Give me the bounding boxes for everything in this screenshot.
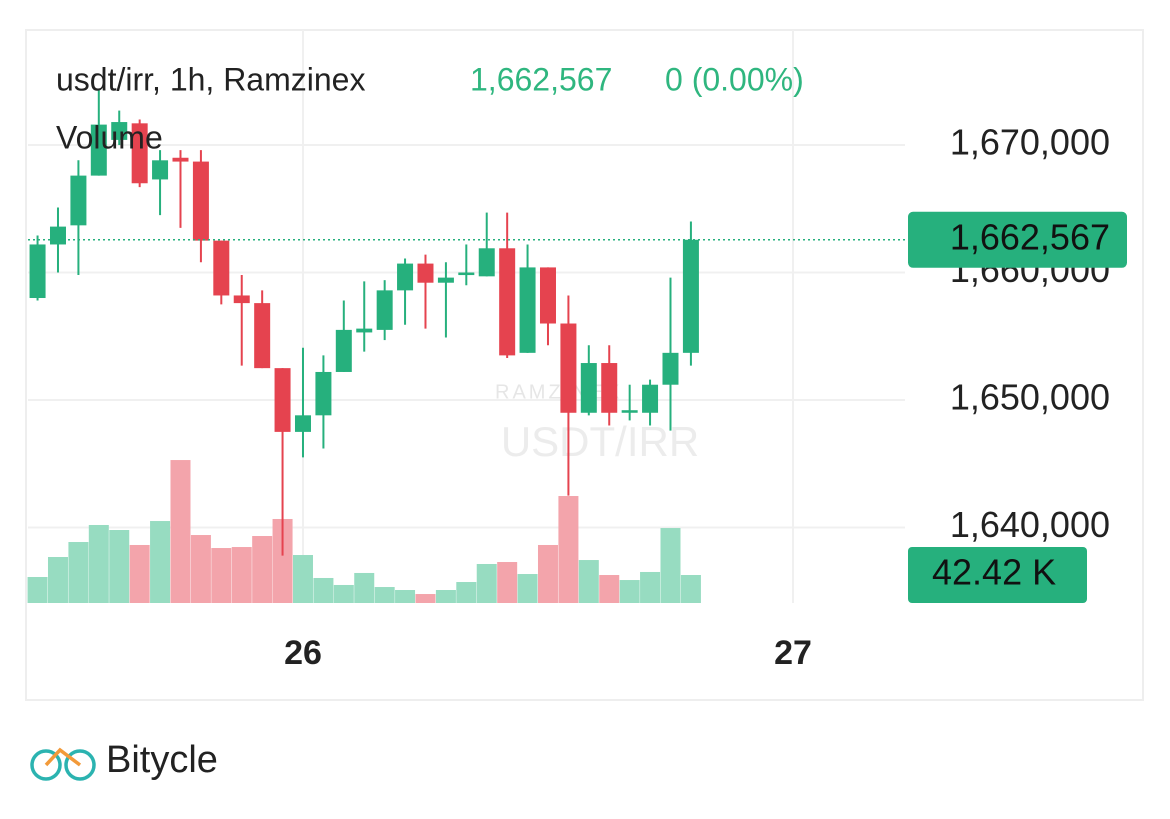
volume-bar — [435, 589, 456, 603]
volume-bar — [129, 544, 150, 603]
candle-body — [519, 267, 536, 353]
candle-body — [621, 410, 638, 413]
logo-frame — [44, 747, 82, 767]
volume-bar — [476, 563, 497, 603]
volume-label-box — [908, 547, 1087, 604]
candle-body — [233, 295, 250, 304]
candle-body — [131, 123, 148, 184]
candle-body — [478, 248, 495, 277]
candle-body — [682, 239, 699, 353]
volume-bar — [680, 575, 701, 603]
watermark-pair: USDT/IRR — [501, 418, 699, 465]
volume-bar — [354, 572, 375, 603]
volume-bar — [395, 589, 416, 603]
volume-bar — [517, 574, 538, 603]
volume-bar — [211, 548, 232, 603]
candle-body — [417, 263, 434, 283]
volume-bar — [68, 542, 89, 603]
price-label-box — [908, 211, 1127, 268]
volume-bar — [47, 556, 68, 603]
y-tick-label: 1,640,000 — [950, 504, 1110, 545]
volume-title: Volume — [56, 119, 163, 155]
candle-body — [458, 272, 475, 276]
volume-bar — [27, 576, 48, 603]
volume-bar — [150, 521, 171, 603]
volume-bar — [537, 544, 558, 603]
candle-body — [90, 124, 107, 176]
candle-body — [274, 368, 291, 432]
candle-body — [192, 161, 209, 241]
volume-label: 42.42 K — [932, 552, 1056, 593]
volume-bar — [333, 584, 354, 603]
volume-bar — [109, 530, 130, 603]
y-tick-label: 1,650,000 — [950, 377, 1110, 418]
candle-body — [315, 371, 332, 416]
volume-bar — [640, 571, 661, 603]
volume-bar — [292, 555, 313, 603]
marks — [27, 90, 905, 603]
volume-bar — [619, 580, 640, 603]
candle-body — [70, 175, 87, 226]
volume-bar — [497, 562, 518, 603]
candle-body — [642, 384, 659, 413]
volume-bar — [313, 577, 334, 603]
x-tick-label: 27 — [774, 634, 812, 672]
x-tick-label: 26 — [284, 634, 322, 672]
volume-bar — [415, 594, 436, 603]
logo-wheel — [30, 749, 62, 781]
candle-body — [356, 328, 373, 333]
volume-bar — [231, 547, 252, 603]
candle-body — [580, 363, 597, 413]
candle-body — [397, 263, 414, 291]
chart-title: usdt/irr, 1h, Ramzinex — [56, 61, 365, 97]
candle-body — [111, 122, 128, 140]
volume-bar — [558, 496, 579, 603]
candle-body — [29, 244, 46, 299]
volume-bar — [599, 575, 620, 603]
volume-bar — [374, 587, 395, 603]
candle-body — [213, 240, 230, 296]
header-change: 0 (0.00%) — [665, 61, 804, 97]
price-label: 1,662,567 — [950, 216, 1110, 257]
candle-body — [499, 248, 516, 356]
candle-body — [539, 267, 556, 324]
candle-body — [254, 303, 271, 369]
volume-bar — [252, 536, 273, 603]
volume-bar — [578, 560, 599, 603]
volume-bar — [456, 582, 477, 603]
candle-body — [152, 160, 169, 180]
volume-bar — [88, 524, 109, 603]
candle-body — [335, 329, 352, 372]
candle-body — [601, 363, 618, 413]
candle-body — [49, 226, 66, 245]
volume-bar — [170, 460, 191, 603]
candle-body — [172, 157, 189, 162]
candle-body — [662, 352, 679, 385]
logo-wheel — [64, 749, 96, 781]
volume-bar — [272, 518, 293, 603]
candle-body — [376, 290, 393, 330]
header-price: 1,662,567 — [470, 61, 612, 97]
candle-body — [294, 415, 311, 432]
brand-name: Bitycle — [106, 739, 218, 781]
y-tick-label: 1,670,000 — [950, 122, 1110, 163]
candle-body — [560, 323, 577, 413]
candle-body — [437, 277, 454, 283]
volume-bar — [190, 535, 211, 603]
brand-logo — [30, 747, 96, 781]
volume-bar — [660, 528, 681, 603]
